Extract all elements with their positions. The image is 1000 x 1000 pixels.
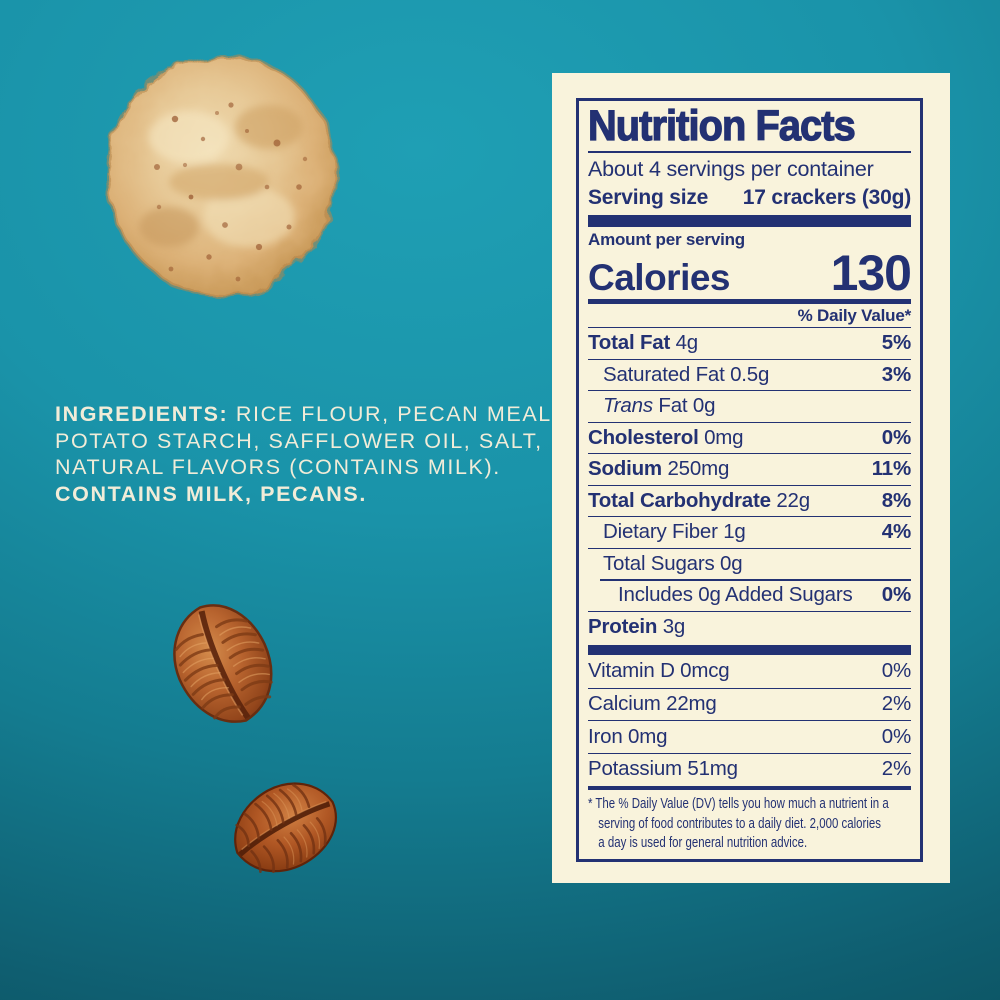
nutrient-row: Includes 0g Added Sugars 0% — [588, 579, 911, 611]
text-segment: Total Fat — [588, 331, 671, 355]
nutrient-daily-value: 3% — [881, 362, 911, 386]
nutrient-name: Trans Fat 0g — [588, 394, 716, 418]
nutrient-name: Sodium 250mg — [588, 457, 729, 481]
nutrient-row: Trans Fat 0g — [588, 390, 911, 422]
nutrient-name: Potassium 51mg — [588, 757, 738, 781]
text-segment: Cholesterol — [588, 425, 699, 449]
nutrient-daily-value: 4% — [881, 520, 911, 544]
ingredients-statement: INGREDIENTS: RICE FLOUR, PECAN MEAL, POTA… — [55, 401, 558, 508]
thick-divider-top — [588, 215, 911, 227]
nutrient-row: Sodium 250mg 11% — [588, 453, 911, 485]
vitamin-mineral-rows: Vitamin D 0mcg 0% Calcium 22mg 2% Iron 0mg 0%… — [588, 655, 911, 785]
amount-per-serving-label: Amount per serving — [588, 230, 745, 249]
nutrient-row: Potassium 51mg 2% — [588, 752, 911, 786]
text-segment: Trans — [603, 394, 653, 418]
text-segment: POTATO STARCH, SAFFLOWER OIL, SALT, — [55, 428, 543, 453]
text-segment: Sodium — [588, 457, 662, 481]
text-segment: CONTAINS MILK, PECANS. — [55, 481, 367, 506]
text-segment: RICE FLOUR, PECAN MEAL, — [228, 402, 560, 426]
serving-size-value: 17 crackers (30g) — [742, 186, 911, 209]
nutrient-name: Includes 0g Added Sugars — [588, 583, 853, 607]
ingredients-line: INGREDIENTS: RICE FLOUR, PECAN MEAL, — [55, 401, 558, 428]
text-segment: 0mg — [698, 425, 744, 449]
nutrient-name: Protein 3g — [588, 615, 685, 639]
nutrient-row: Cholesterol 0mg 0% — [588, 421, 911, 454]
text-segment: 3g — [657, 614, 686, 638]
nutrient-daily-value: 5% — [881, 331, 911, 355]
nutrient-row: Dietary Fiber 1g 4% — [588, 516, 911, 548]
daily-value-header: % Daily Value* — [797, 306, 912, 325]
nutrient-name: Total Fat 4g — [588, 331, 698, 355]
nutrient-row: Iron 0mg 0% — [588, 720, 911, 753]
text-segment: Dietary Fiber 1g — [603, 520, 746, 544]
serving-size-row: Serving size 17 crackers (30g) — [588, 183, 911, 212]
ingredients-line: CONTAINS MILK, PECANS. — [55, 481, 555, 508]
pecan-photo-bottom — [234, 782, 337, 874]
calories-value: 130 — [830, 245, 912, 301]
footnote-line: serving of food contributes to a daily d… — [598, 815, 882, 832]
nutrient-row: Total Sugars 0g — [588, 547, 911, 580]
text-segment: Total Carbohydrate — [588, 488, 771, 512]
nutrient-daily-value: 0% — [881, 724, 911, 748]
nutrient-daily-value: 0% — [881, 582, 911, 606]
text-segment: NATURAL FLAVORS (CONTAINS MILK). — [55, 455, 501, 479]
text-segment: Includes 0g Added Sugars — [618, 582, 853, 606]
serving-size-label: Serving size — [588, 186, 709, 209]
nutrient-name: Vitamin D 0mcg — [588, 659, 730, 683]
nutrition-facts-title: Nutrition Facts — [587, 102, 856, 150]
text-segment: Vitamin D 0mcg — [588, 659, 730, 683]
nutrient-name: Calcium 22mg — [588, 692, 717, 716]
servings-per-container: About 4 servings per container — [588, 157, 874, 181]
ingredients-line: POTATO STARCH, SAFFLOWER OIL, SALT, — [55, 428, 555, 455]
nutrient-row: Total Fat 4g 5% — [588, 327, 911, 359]
text-segment: INGREDIENTS: — [55, 402, 229, 426]
medium-divider — [588, 299, 911, 304]
medium-divider-footnote — [588, 786, 911, 790]
ingredients-line: NATURAL FLAVORS (CONTAINS MILK). — [55, 454, 555, 481]
title-rule — [588, 151, 911, 153]
cracker-photo — [106, 53, 338, 297]
pecan-photo-top — [173, 604, 273, 723]
nutrition-facts-border-box: Nutrition Facts About 4 servings per con… — [576, 98, 923, 862]
nutrient-name: Total Sugars 0g — [588, 551, 743, 576]
text-segment: Total Sugars 0g — [603, 551, 743, 575]
nutrient-name: Cholesterol 0mg — [588, 425, 744, 450]
nutrient-name: Iron 0mg — [588, 724, 668, 749]
nutrient-rows: Total Fat 4g 5% Saturated Fat 0.5g 3% Trans … — [588, 327, 911, 642]
text-segment: Fat 0g — [652, 394, 716, 418]
nutrient-row: Calcium 22mg 2% — [588, 687, 911, 721]
nutrient-row: Total Carbohydrate 22g 8% — [588, 484, 911, 517]
calories-row: Calories 130 — [588, 245, 912, 301]
nutrient-daily-value: 8% — [881, 488, 911, 512]
text-segment: 4g — [670, 331, 699, 355]
nutrition-facts-panel: Nutrition Facts About 4 servings per con… — [552, 73, 950, 883]
text-segment: Iron 0mg — [588, 724, 668, 748]
nutrient-daily-value: 11% — [871, 457, 912, 481]
calories-label: Calories — [588, 257, 731, 298]
footnote-line: * The % Daily Value (DV) tells you how m… — [588, 796, 889, 812]
thick-divider-vitamins — [588, 645, 911, 655]
text-segment: Protein — [588, 614, 658, 638]
text-segment: Calcium 22mg — [588, 692, 717, 716]
footnote-line: a day is used for general nutrition advi… — [598, 835, 808, 851]
nutrient-daily-value: 0% — [881, 659, 911, 683]
text-segment: Saturated Fat 0.5g — [603, 362, 770, 386]
nutrient-row: Vitamin D 0mcg 0% — [588, 655, 911, 688]
nutrient-name: Total Carbohydrate 22g — [588, 489, 810, 513]
text-segment: 22g — [770, 488, 810, 512]
nutrient-row: Protein 3g — [588, 610, 911, 643]
nutrient-name: Dietary Fiber 1g — [588, 520, 746, 544]
text-segment: 250mg — [661, 457, 730, 481]
nutrient-row: Saturated Fat 0.5g 3% — [588, 358, 911, 391]
daily-value-footnote: * The % Daily Value (DV) tells you how m… — [588, 790, 911, 854]
text-segment: Potassium 51mg — [588, 757, 738, 781]
nutrient-daily-value: 2% — [881, 692, 911, 716]
nutrient-daily-value: 0% — [881, 425, 911, 449]
nutrient-daily-value: 2% — [881, 757, 911, 781]
nutrient-name: Saturated Fat 0.5g — [588, 363, 769, 387]
